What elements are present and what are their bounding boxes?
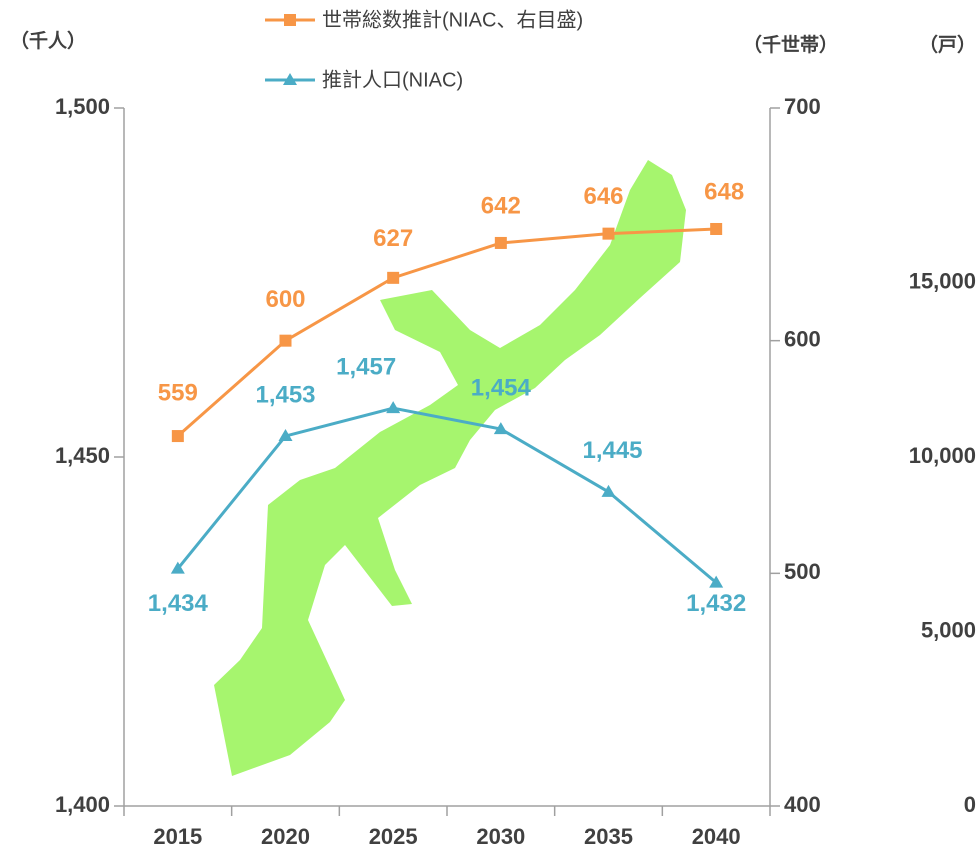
x-tick-label: 2015 <box>153 824 202 849</box>
marker <box>602 227 615 240</box>
value-label: 642 <box>481 192 521 219</box>
x-tick-label: 2030 <box>476 824 525 849</box>
value-label: 627 <box>373 225 413 252</box>
y3-tick-label: 0 <box>964 792 976 817</box>
y2-axis-label: （千世帯） <box>743 33 838 56</box>
value-label: 1,453 <box>255 381 315 408</box>
value-label: 648 <box>704 178 744 205</box>
marker <box>494 236 507 249</box>
y3-tick-label: 10,000 <box>909 443 976 468</box>
marker <box>170 561 185 574</box>
legend-label: 推計人口(NIAC) <box>322 68 463 91</box>
marker <box>601 484 616 497</box>
marker <box>710 222 723 235</box>
value-label: 1,457 <box>336 353 396 380</box>
value-label: 1,445 <box>582 437 642 464</box>
y2-tick-label: 400 <box>784 792 821 817</box>
x-tick-label: 2020 <box>261 824 310 849</box>
value-label: 1,434 <box>148 590 209 617</box>
marker <box>278 429 293 442</box>
okinawa-map <box>214 160 686 776</box>
marker <box>171 430 184 443</box>
y3-tick-label: 5,000 <box>921 617 976 642</box>
value-label: 1,432 <box>686 590 746 617</box>
y3-axis-label: （戸） <box>919 33 976 56</box>
legend-label: 世帯総数推計(NIAC、右目盛) <box>322 8 583 31</box>
y2-tick-label: 700 <box>784 94 821 119</box>
value-label: 1,454 <box>471 374 532 401</box>
value-label: 559 <box>158 379 198 406</box>
y-axis-label: （千人） <box>10 29 86 52</box>
marker <box>709 575 724 588</box>
y3-tick-label: 15,000 <box>909 268 976 293</box>
marker <box>279 334 292 347</box>
y2-tick-label: 600 <box>784 326 821 351</box>
series-line <box>176 406 718 584</box>
marker <box>386 401 401 414</box>
legend-marker <box>283 73 297 85</box>
legend-marker <box>284 14 296 26</box>
series-line <box>176 227 717 438</box>
x-tick-label: 2040 <box>692 824 741 849</box>
y-tick-label: 1,400 <box>55 792 110 817</box>
y2-tick-label: 500 <box>784 559 821 584</box>
y-tick-label: 1,450 <box>55 443 110 468</box>
y-tick-label: 1,500 <box>55 94 110 119</box>
value-label: 600 <box>265 286 305 313</box>
x-tick-label: 2025 <box>369 824 418 849</box>
value-label: 646 <box>583 183 623 210</box>
marker <box>493 422 508 435</box>
marker <box>387 271 400 284</box>
x-tick-label: 2035 <box>584 824 633 849</box>
